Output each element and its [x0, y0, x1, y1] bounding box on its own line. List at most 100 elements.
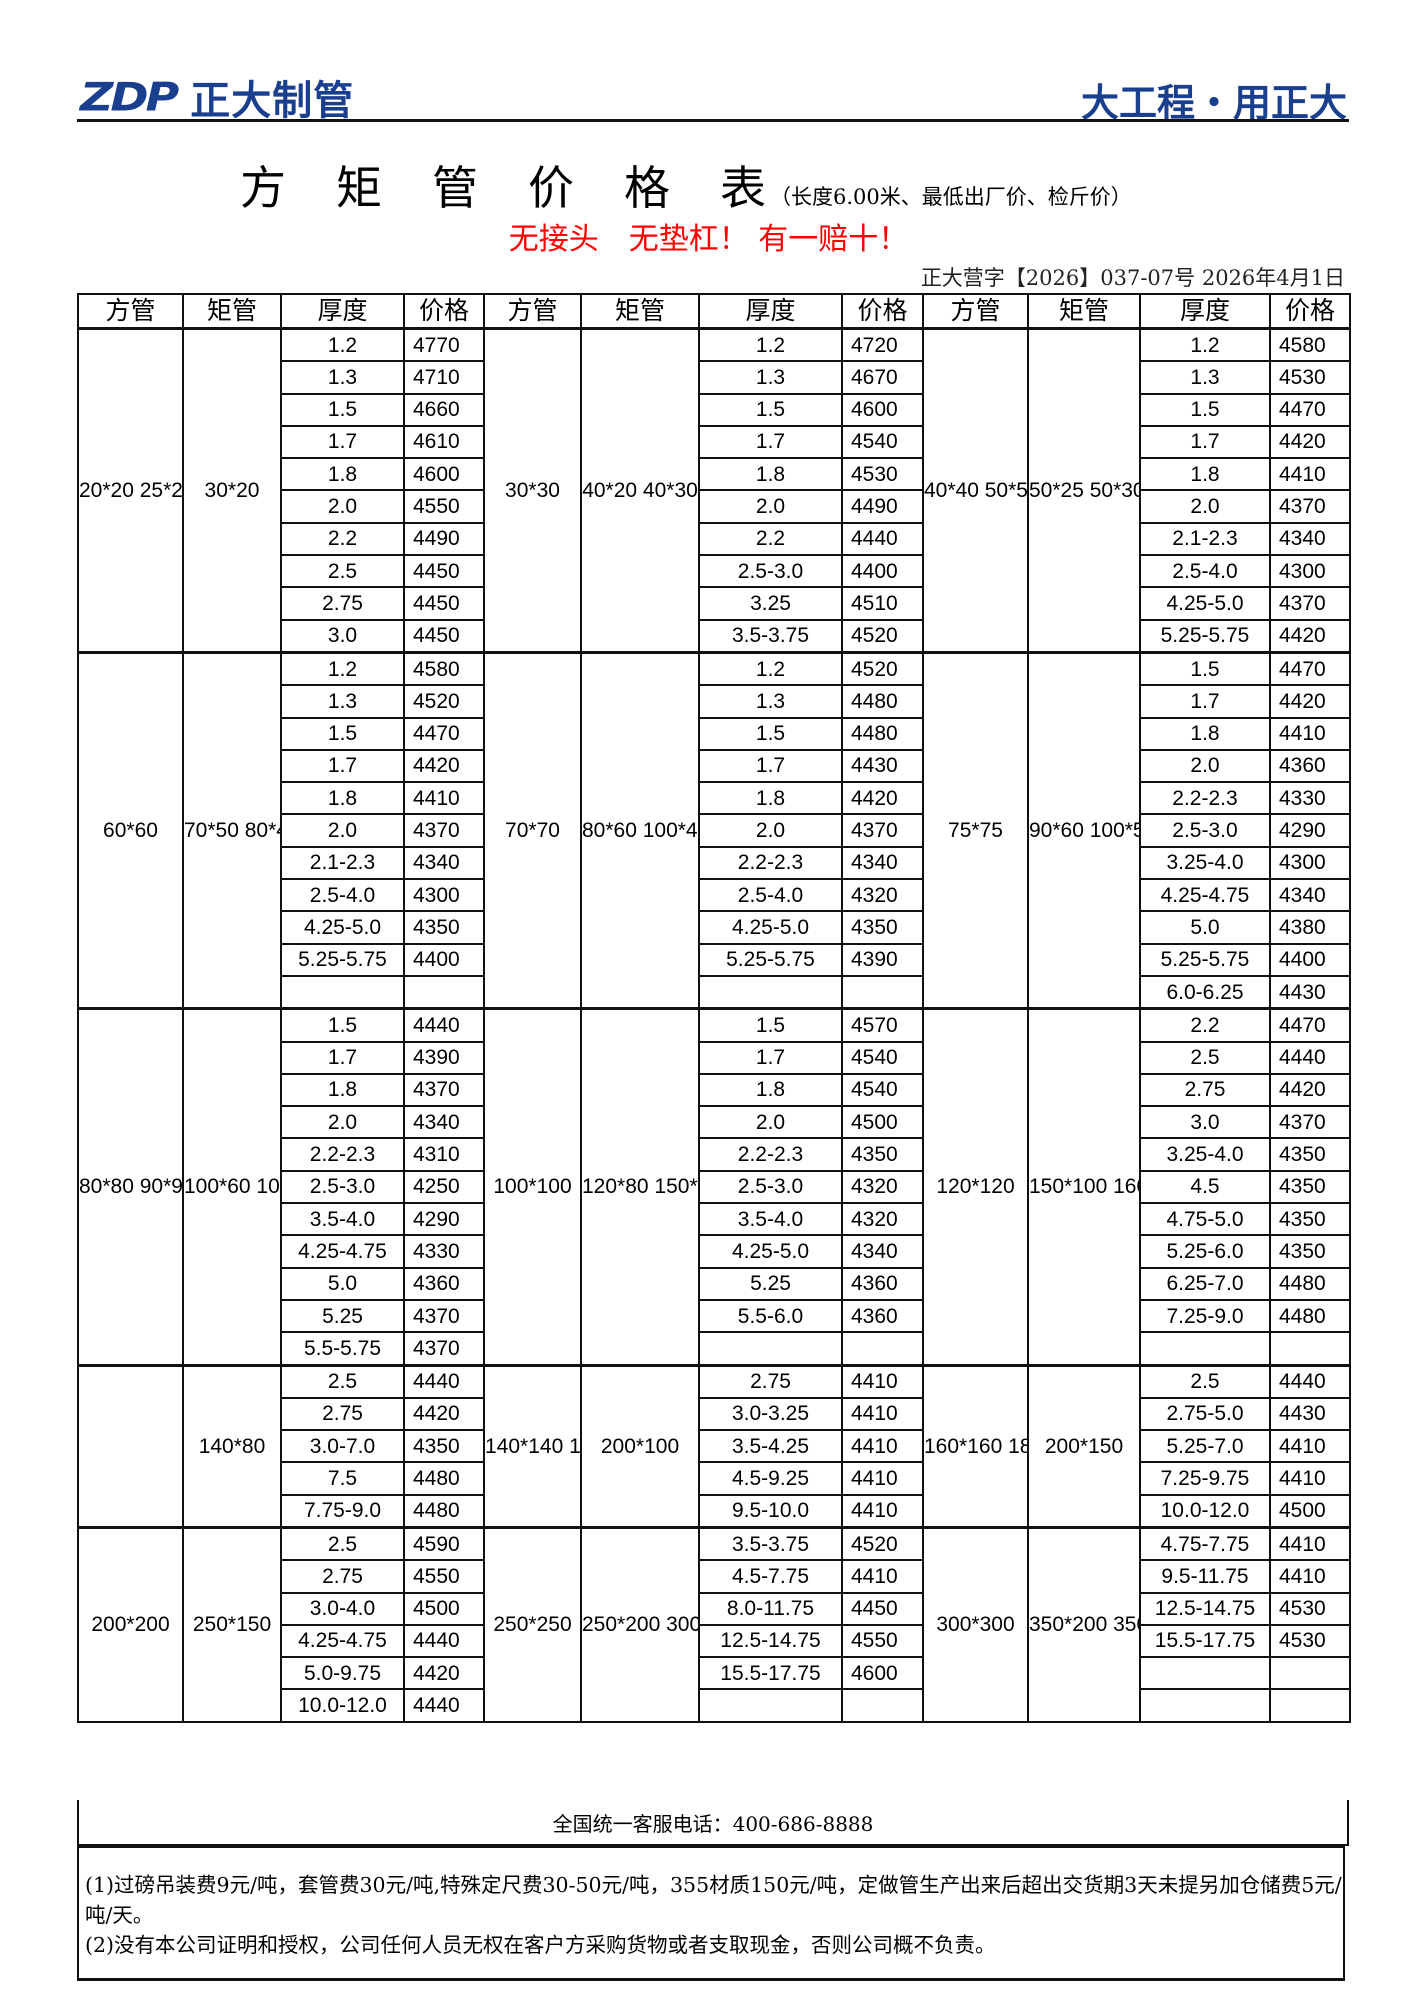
column-header-thickness: 厚度 — [280, 293, 405, 330]
thickness-cell: 1.5 — [280, 1007, 405, 1043]
square-size-cell: 60*60 — [77, 650, 184, 1010]
square-size-cell: 300*300 — [922, 1525, 1029, 1723]
thickness-cell: 8.0-11.75 — [698, 1591, 843, 1626]
thickness-cell: 1.7 — [280, 424, 405, 460]
thickness-cell: 3.5-3.75 — [698, 1525, 843, 1562]
thickness-cell: 2.75 — [280, 1559, 405, 1594]
price-cell: 4480 — [1269, 1266, 1351, 1301]
thickness-cell: 1.8 — [698, 1072, 843, 1108]
thickness-cell: 3.25-4.0 — [1139, 1137, 1271, 1172]
price-cell: 4250 — [403, 1169, 485, 1205]
price-cell: 4770 — [403, 327, 485, 363]
thickness-cell: 3.5-3.75 — [698, 618, 843, 654]
hotline: 全国统一客服电话：400-686-8888 — [552, 1811, 874, 1836]
thickness-cell: 4.25-5.0 — [698, 1234, 843, 1269]
thickness-cell: 1.5 — [698, 716, 843, 751]
thickness-cell: 1.8 — [698, 457, 843, 492]
thickness-cell: 2.2 — [280, 521, 405, 557]
table-row: 2.75 4420 3.0-3.25 4410 2.75-5.0 4430 — [78, 1396, 1351, 1432]
thickness-cell: 1.8 — [280, 781, 405, 816]
price-cell: 4410 — [1269, 1525, 1351, 1562]
table-row: 1.3 4710 1.3 4670 1.3 4530 — [78, 360, 1351, 395]
table-row: 5.25 4370 5.5-6.0 4360 7.25-9.0 4480 — [78, 1298, 1351, 1334]
logo-mark: ZDP — [80, 74, 179, 120]
thickness-cell: 3.5-4.0 — [280, 1202, 405, 1237]
price-cell: 4380 — [1269, 910, 1351, 945]
thickness-cell: 3.0-7.0 — [280, 1429, 405, 1464]
price-cell: 4570 — [841, 1007, 924, 1043]
table-row: 1.3 4520 1.3 4480 1.7 4420 — [78, 684, 1351, 719]
square-size-cell: 160*160 180*180 — [922, 1363, 1029, 1529]
note-2: (2)没有本公司证明和授权，公司任何人员无权在客户方采购货物或者支取现金，否则公… — [85, 1933, 996, 1957]
price-cell: 4500 — [1269, 1493, 1351, 1529]
thickness-cell: 3.0 — [1139, 1105, 1271, 1140]
table-row: 1.5 4660 1.5 4600 1.5 4470 — [78, 392, 1351, 427]
price-cell: 4370 — [1269, 1105, 1351, 1140]
column-header-price: 价格 — [841, 293, 924, 330]
price-cell: 4340 — [1269, 878, 1351, 913]
price-cell: 4550 — [403, 1559, 485, 1594]
price-cell: 4410 — [841, 1461, 924, 1496]
price-cell: 4420 — [1269, 424, 1351, 460]
price-cell: 4410 — [403, 781, 485, 816]
rect-size-cell: 200*100 — [580, 1363, 700, 1529]
price-cell: 4470 — [1269, 1007, 1351, 1043]
column-header-price: 价格 — [1269, 293, 1351, 330]
thickness-cell: 1.7 — [280, 748, 405, 784]
column-header-thickness: 厚度 — [1139, 293, 1271, 330]
price-cell: 4530 — [841, 457, 924, 492]
thickness-cell: 2.0 — [280, 813, 405, 848]
square-size-cell: 80*80 90*90 — [77, 1007, 184, 1367]
thickness-cell: 3.0 — [280, 618, 405, 654]
rect-size-cell: 100*60 100*80 120*60 — [182, 1007, 282, 1367]
thickness-cell: 1.7 — [698, 748, 843, 784]
price-cell — [1269, 1688, 1351, 1723]
price-cell: 4440 — [1269, 1363, 1351, 1399]
table-row: 3.5-4.0 4290 3.5-4.0 4320 4.75-5.0 4350 — [78, 1202, 1351, 1237]
price-cell: 4370 — [1269, 489, 1351, 524]
price-cell: 4420 — [403, 1656, 485, 1691]
price-cell: 4490 — [403, 521, 485, 557]
price-cell: 4350 — [1269, 1169, 1351, 1205]
thickness-cell: 2.5-4.0 — [280, 878, 405, 913]
price-cell: 4350 — [403, 910, 485, 945]
price-cell: 4340 — [403, 845, 485, 881]
rect-size-cell: 50*25 50*30 50*40 60*30 60*40 — [1027, 327, 1141, 654]
thickness-cell: 7.75-9.0 — [280, 1493, 405, 1529]
price-cell: 4580 — [1269, 327, 1351, 363]
thickness-cell: 3.5-4.25 — [698, 1429, 843, 1464]
thickness-cell: 2.1-2.3 — [280, 845, 405, 881]
thickness-cell: 5.25-5.75 — [280, 942, 405, 977]
thickness-cell: 4.25-4.75 — [280, 1234, 405, 1269]
price-cell: 4480 — [841, 716, 924, 751]
thickness-cell: 2.0 — [1139, 489, 1271, 524]
table-row: 1.7 4420 1.7 4430 2.0 4360 — [78, 748, 1351, 784]
price-cell: 4370 — [403, 1298, 485, 1334]
price-cell: 4300 — [403, 878, 485, 913]
square-size-cell: 20*20 25*25 — [77, 327, 184, 654]
thickness-cell: 4.75-5.0 — [1139, 1202, 1271, 1237]
thickness-cell: 4.25-5.0 — [698, 910, 843, 945]
price-cell: 4350 — [841, 1137, 924, 1172]
price-cell: 4400 — [841, 554, 924, 589]
column-header-rect-size: 矩管 — [580, 293, 700, 330]
table-row: 2.1-2.3 4340 2.2-2.3 4340 3.25-4.0 4300 — [78, 845, 1351, 881]
thickness-cell: 2.5-4.0 — [698, 878, 843, 913]
header-row: 方管 矩管 厚度 价格 方管 矩管 厚度 价格 方管 矩管 厚度 价格 — [77, 293, 1351, 330]
thickness-cell — [698, 1331, 843, 1366]
price-cell: 4540 — [841, 424, 924, 460]
price-cell: 4410 — [1269, 457, 1351, 492]
price-cell: 4340 — [841, 845, 924, 881]
thickness-cell: 1.2 — [280, 650, 405, 687]
price-cell: 4530 — [1269, 1591, 1351, 1626]
thickness-cell: 12.5-14.75 — [698, 1623, 843, 1659]
thickness-cell: 1.2 — [698, 650, 843, 687]
table-row: 3.0 4450 3.5-3.75 4520 5.25-5.75 4420 — [78, 618, 1351, 654]
price-cell: 4520 — [841, 1525, 924, 1562]
price-cell: 4450 — [403, 586, 485, 621]
thickness-cell: 5.0 — [280, 1266, 405, 1301]
square-size-cell: 75*75 — [922, 650, 1029, 1010]
thickness-cell: 2.5-3.0 — [698, 1169, 843, 1205]
price-cell: 4410 — [841, 1493, 924, 1529]
